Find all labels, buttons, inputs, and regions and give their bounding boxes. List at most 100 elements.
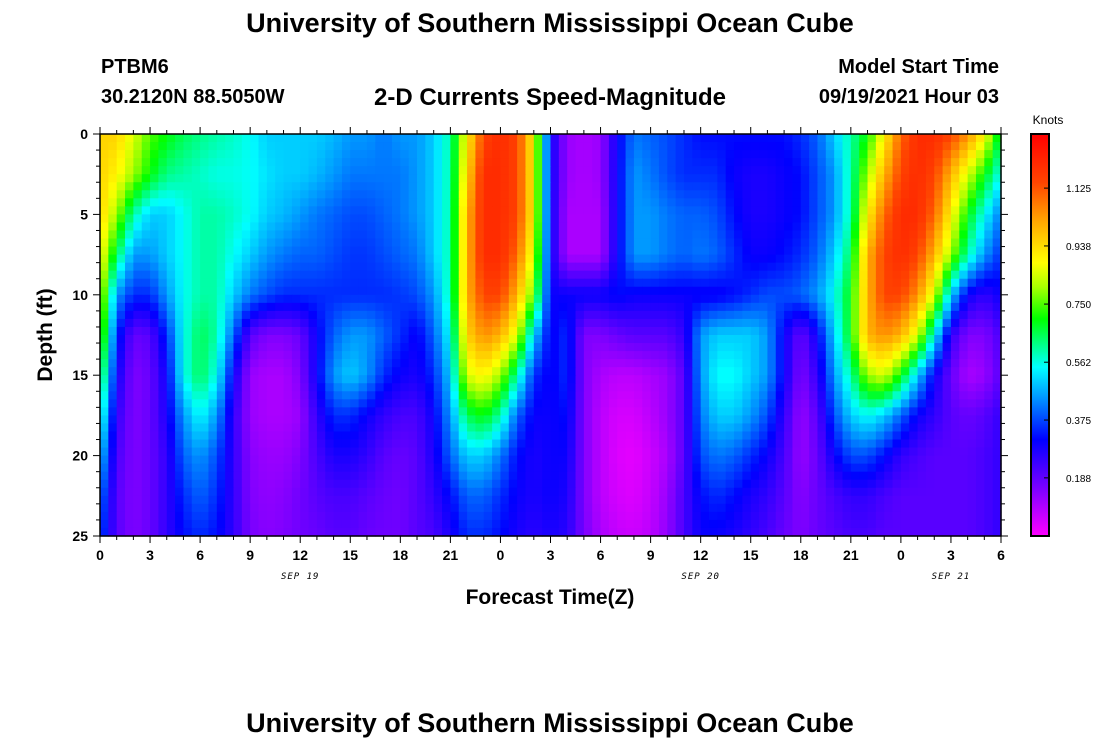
- heatmap-cell: [975, 222, 985, 232]
- heatmap-cell: [892, 230, 902, 240]
- heatmap-cell: [216, 254, 226, 264]
- heatmap-cell: [959, 278, 969, 288]
- heatmap-cell: [792, 335, 802, 344]
- heatmap-cell: [216, 455, 226, 465]
- heatmap-cell: [975, 383, 985, 392]
- heatmap-cell: [767, 294, 777, 304]
- heatmap-cell: [734, 230, 743, 240]
- heatmap-cell: [208, 367, 218, 376]
- heatmap-cell: [834, 310, 844, 320]
- heatmap-cell: [834, 214, 844, 224]
- heatmap-cell: [266, 206, 276, 215]
- heatmap-cell: [450, 399, 460, 408]
- heatmap-cell: [975, 326, 985, 336]
- heatmap-cell: [283, 158, 293, 167]
- heatmap-cell: [959, 318, 969, 328]
- heatmap-cell: [408, 423, 418, 433]
- heatmap-cell: [150, 246, 159, 256]
- heatmap-cell: [800, 431, 810, 441]
- heatmap-cell: [158, 335, 168, 344]
- heatmap-cell: [500, 222, 510, 232]
- heatmap-cell: [967, 142, 977, 151]
- heatmap-cell: [825, 246, 835, 256]
- heatmap-cell: [934, 158, 944, 167]
- heatmap-cell: [366, 198, 376, 207]
- heatmap-cell: [834, 383, 844, 392]
- heatmap-cell: [391, 471, 401, 481]
- heatmap-cell: [642, 142, 652, 151]
- heatmap-cell: [583, 246, 593, 256]
- heatmap-cell: [133, 246, 143, 256]
- heatmap-cell: [383, 190, 393, 199]
- heatmap-cell: [667, 302, 677, 312]
- heatmap-cell: [575, 351, 585, 360]
- heatmap-cell: [934, 206, 944, 215]
- heatmap-cell: [742, 158, 752, 167]
- heatmap-cell: [191, 254, 201, 264]
- heatmap-cell: [250, 351, 260, 360]
- heatmap-cell: [642, 415, 652, 425]
- heatmap-cell: [283, 495, 293, 505]
- heatmap-cell: [200, 415, 210, 425]
- heatmap-cell: [375, 463, 385, 473]
- heatmap-cell: [784, 278, 794, 288]
- heatmap-cell: [442, 182, 451, 191]
- heatmap-cell: [166, 166, 176, 175]
- heatmap-cell: [784, 391, 794, 400]
- heatmap-cell: [867, 198, 877, 207]
- heatmap-cell: [183, 383, 193, 392]
- heatmap-cell: [709, 278, 718, 288]
- heatmap-cell: [383, 487, 393, 497]
- heatmap-cell: [642, 351, 652, 360]
- heatmap-cell: [225, 214, 235, 224]
- heatmap-cell: [942, 447, 952, 457]
- heatmap-cell: [225, 335, 235, 344]
- heatmap-cell: [408, 206, 418, 215]
- heatmap-cell: [166, 214, 176, 224]
- heatmap-cell: [759, 206, 768, 215]
- heatmap-cell: [458, 455, 468, 465]
- heatmap-cell: [458, 182, 468, 191]
- heatmap-cell: [775, 246, 785, 256]
- heatmap-cell: [508, 447, 518, 457]
- heatmap-cell: [333, 447, 343, 457]
- heatmap-cell: [625, 310, 635, 320]
- heatmap-cell: [308, 206, 318, 215]
- heatmap-cell: [308, 270, 318, 280]
- heatmap-cell: [817, 391, 827, 400]
- heatmap-cell: [475, 335, 485, 344]
- heatmap-cell: [984, 455, 994, 465]
- heatmap-cell: [283, 479, 293, 489]
- heatmap-cell: [291, 190, 301, 199]
- heatmap-cell: [859, 302, 869, 312]
- heatmap-cell: [216, 158, 226, 167]
- heatmap-cell: [150, 463, 159, 473]
- heatmap-cell: [300, 190, 310, 199]
- heatmap-cell: [366, 278, 376, 288]
- heatmap-cell: [333, 174, 343, 183]
- heatmap-cell: [108, 190, 118, 199]
- heatmap-cell: [558, 270, 568, 280]
- heatmap-cell: [383, 471, 393, 481]
- heatmap-cell: [825, 447, 835, 457]
- heatmap-cell: [909, 391, 919, 400]
- heatmap-cell: [950, 326, 960, 336]
- heatmap-cell: [984, 367, 994, 376]
- heatmap-cell: [550, 158, 560, 167]
- heatmap-cell: [967, 407, 977, 416]
- heatmap-cell: [408, 158, 418, 167]
- heatmap-cell: [900, 391, 910, 400]
- heatmap-cell: [550, 278, 560, 288]
- heatmap-cell: [633, 246, 643, 256]
- heatmap-cell: [717, 262, 727, 272]
- heatmap-cell: [483, 335, 493, 344]
- heatmap-cell: [992, 439, 1002, 449]
- heatmap-cell: [725, 431, 735, 441]
- heatmap-cell: [542, 407, 552, 416]
- heatmap-cell: [625, 182, 635, 191]
- heatmap-cell: [775, 463, 785, 473]
- heatmap-cell: [200, 230, 210, 240]
- heatmap-cell: [391, 310, 401, 320]
- heatmap-cell: [592, 407, 602, 416]
- heatmap-cell: [166, 439, 176, 449]
